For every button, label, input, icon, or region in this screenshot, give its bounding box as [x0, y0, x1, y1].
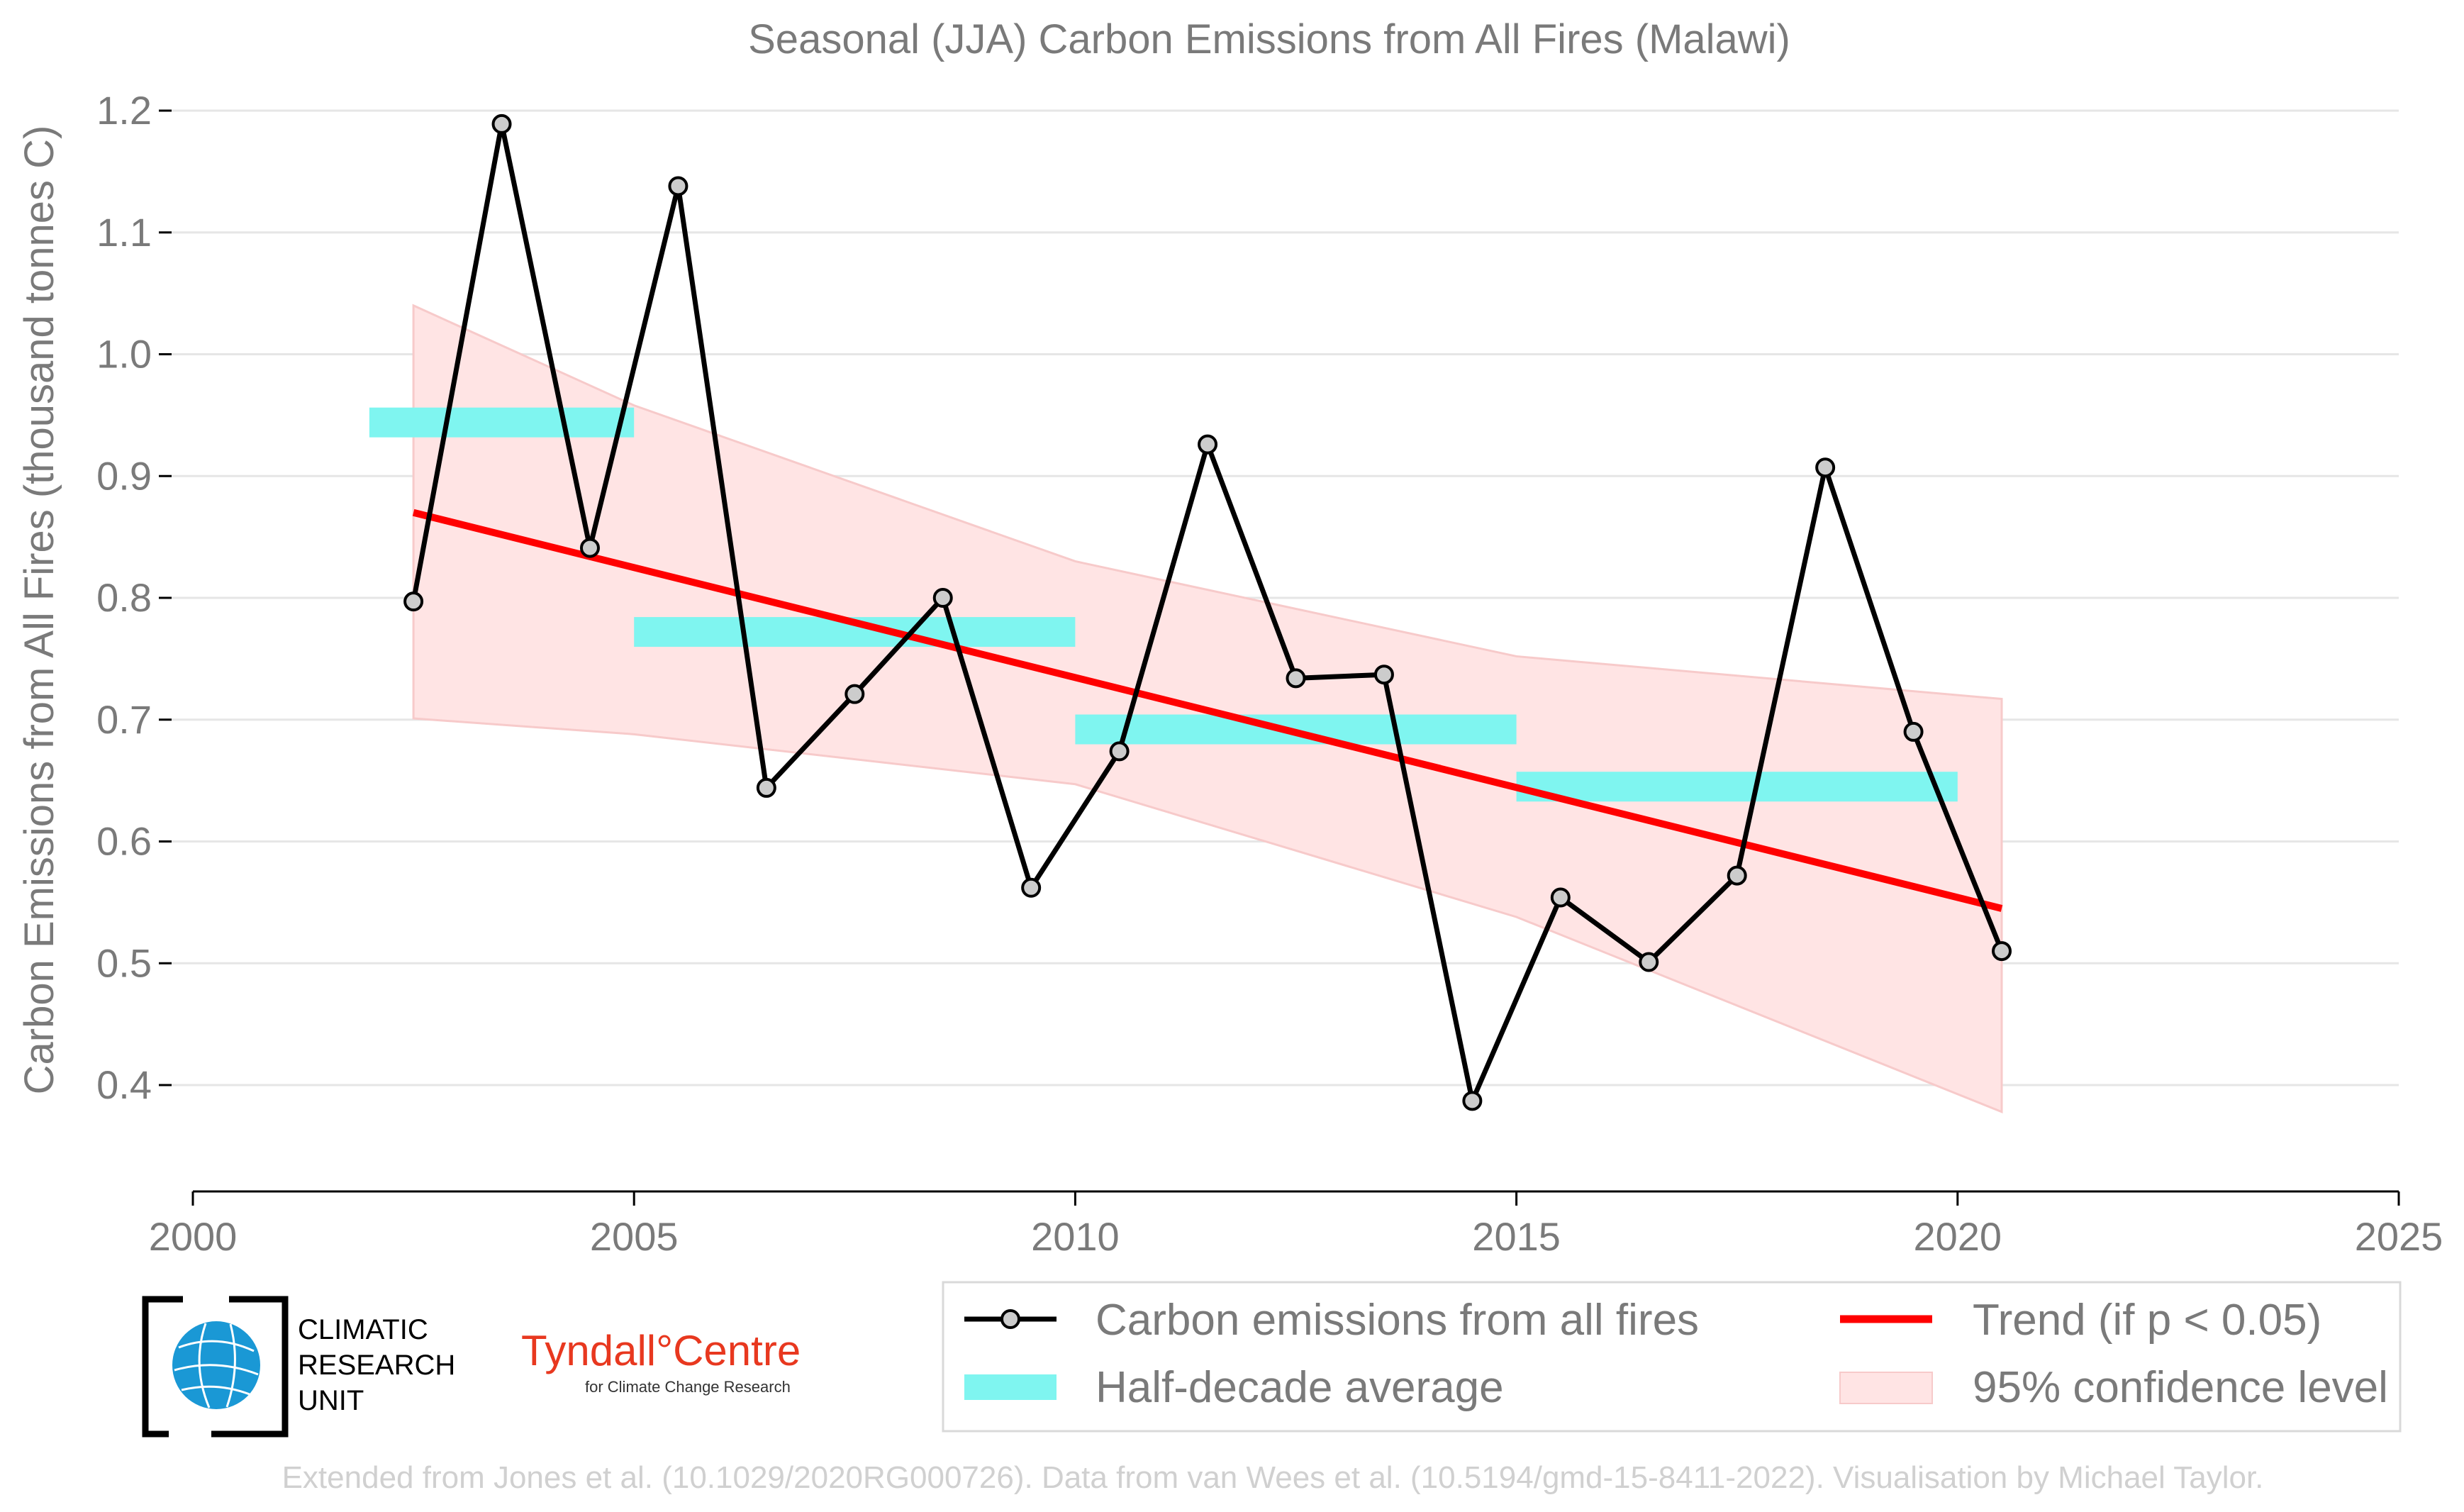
legend-series-label: Carbon emissions from all fires — [1096, 1296, 1699, 1345]
legend-trend-label: Trend (if p < 0.05) — [1973, 1296, 2321, 1345]
cru-text-line1: CLIMATIC — [298, 1314, 428, 1345]
cru-logo: CLIMATIC RESEARCH UNIT — [142, 1296, 455, 1438]
y-tick-label: 1.2 — [96, 88, 152, 133]
data-point — [1109, 741, 1130, 762]
data-point — [932, 588, 953, 608]
tyndall-subtitle: for Climate Change Research — [585, 1378, 791, 1396]
x-tick-label: 2005 — [590, 1214, 679, 1259]
legend-confidence-swatch — [1839, 1372, 1933, 1404]
data-point — [1727, 865, 1747, 886]
trend-line-group — [412, 508, 2003, 912]
emissions-series — [403, 113, 2012, 1111]
data-point — [579, 538, 600, 558]
data-point — [1021, 877, 1042, 898]
legend-box — [942, 1281, 2402, 1433]
chart-title: Seasonal (JJA) Carbon Emissions from All… — [748, 16, 1790, 62]
legend-series-marker — [1000, 1309, 1020, 1329]
cru-text-line3: UNIT — [298, 1385, 364, 1416]
data-point — [491, 113, 512, 134]
data-point — [756, 777, 776, 798]
data-point — [1462, 1091, 1483, 1111]
x-tick-label: 2010 — [1031, 1214, 1120, 1259]
legend-confidence-label: 95% confidence level — [1973, 1363, 2388, 1412]
half-decade-bar — [369, 407, 635, 438]
y-tick-label: 1.1 — [96, 210, 152, 255]
y-tick-label: 0.6 — [96, 819, 152, 864]
data-point — [1903, 721, 1924, 742]
tyndall-name: Tyndall°Centre — [521, 1327, 801, 1374]
y-axis-label: Carbon Emissions from All Fires (thousan… — [16, 126, 62, 1095]
data-point — [1198, 434, 1218, 455]
data-point — [1639, 952, 1659, 972]
x-ticks: 2000 2005 2010 2015 2020 2025 — [149, 1191, 2443, 1259]
half-decade-bar — [1516, 772, 1958, 802]
y-tick-label: 0.9 — [96, 453, 152, 498]
x-tick-label: 2015 — [1472, 1214, 1561, 1259]
legend-average-label: Half-decade average — [1096, 1363, 1504, 1412]
data-point — [1373, 665, 1394, 685]
x-tick-label: 2020 — [1914, 1214, 2002, 1259]
y-tick-label: 0.5 — [96, 940, 152, 985]
x-tick-label: 2025 — [2355, 1214, 2443, 1259]
legend: Carbon emissions from all fires Half-dec… — [942, 1281, 2402, 1433]
legend-average-swatch — [964, 1374, 1057, 1400]
trend-line — [412, 508, 2003, 912]
y-ticks: 0.4 0.5 0.6 0.7 0.8 0.9 1.0 1.1 1.2 — [96, 88, 172, 1107]
cru-text-line2: RESEARCH — [298, 1350, 455, 1381]
tyndall-logo: Tyndall°Centre for Climate Change Resear… — [521, 1327, 801, 1396]
data-point — [1815, 457, 1836, 478]
half-decade-averages — [369, 407, 1958, 802]
y-tick-label: 1.0 — [96, 332, 152, 377]
data-point — [1550, 887, 1571, 908]
data-point — [403, 591, 424, 612]
y-tick-label: 0.4 — [96, 1062, 152, 1107]
y-tick-label: 0.7 — [96, 697, 152, 742]
globe-grid-icon — [174, 1323, 259, 1408]
x-tick-label: 2000 — [149, 1214, 238, 1259]
data-point — [844, 684, 865, 704]
cru-logo-frame — [142, 1296, 289, 1438]
credit-text: Extended from Jones et al. (10.1029/2020… — [282, 1460, 2264, 1495]
data-point — [1992, 941, 2012, 962]
data-point — [668, 176, 689, 196]
y-tick-label: 0.8 — [96, 575, 152, 620]
data-point — [1286, 668, 1306, 689]
